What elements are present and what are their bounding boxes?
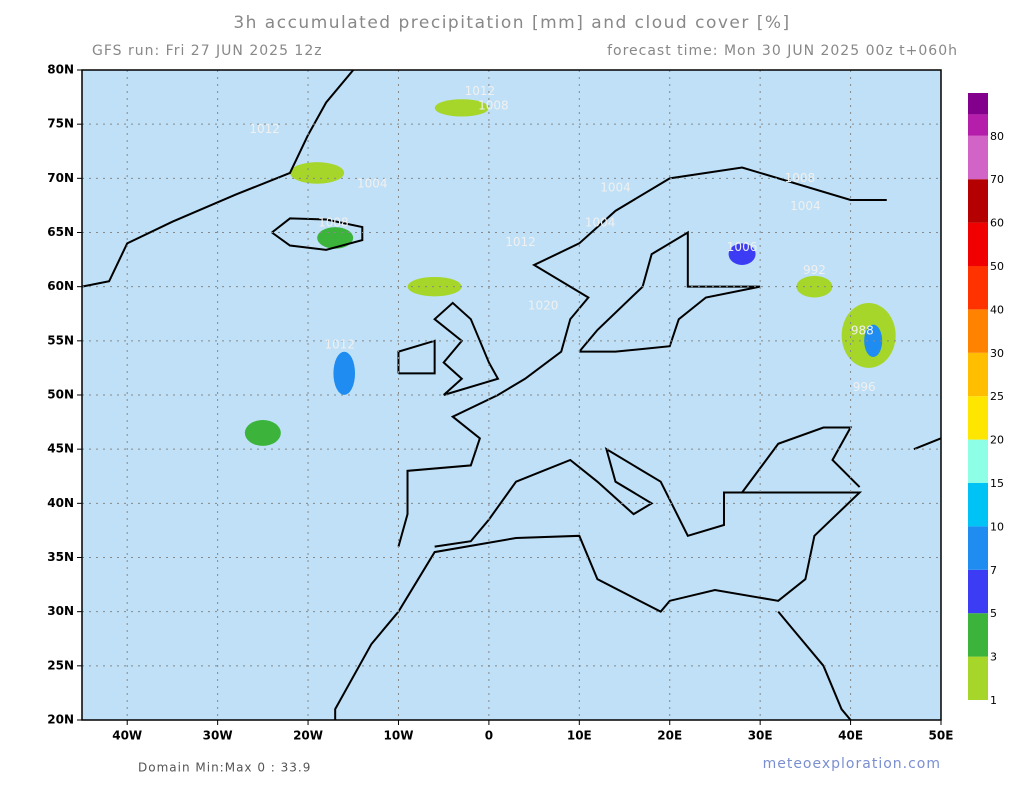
colorbar-label: 40 — [990, 303, 1004, 316]
colorbar-segment — [968, 439, 988, 483]
coastline — [433, 301, 500, 396]
colorbar-segment — [968, 396, 988, 440]
colorbar-segment — [968, 222, 988, 266]
colorbar-label: 7 — [990, 564, 997, 577]
lon-tick-label: 20W — [293, 729, 323, 743]
colorbar-segment — [968, 656, 988, 700]
precip-area — [290, 162, 345, 184]
isobar-label: 1004 — [585, 215, 616, 229]
colorbar-label: 3 — [990, 651, 997, 664]
colorbar-label: 70 — [990, 173, 1004, 186]
colorbar-label: 60 — [990, 217, 1004, 230]
isobar-label: 996 — [853, 380, 876, 394]
precip-area — [244, 419, 281, 446]
isobar-label: 1008 — [318, 215, 349, 229]
isobar-label: 1012 — [324, 338, 355, 352]
coastline — [271, 217, 364, 251]
coastline — [334, 447, 863, 720]
lat-tick-label: 35N — [47, 550, 74, 564]
isobar-label: 1006 — [727, 240, 758, 254]
forecast-info: forecast time: Mon 30 JUN 2025 00z t+060… — [607, 43, 958, 59]
colorbar-segment — [968, 352, 988, 397]
lon-tick-label: 40E — [838, 729, 863, 743]
colorbar-label: 50 — [990, 260, 1004, 273]
colorbar-segment — [968, 179, 988, 223]
isobar-label: 1012 — [465, 84, 496, 98]
isobar-label: 1004 — [790, 199, 821, 213]
colorbar-label: 10 — [990, 520, 1004, 533]
colorbar-segment — [968, 613, 988, 657]
coastline — [81, 69, 355, 288]
lat-tick-label: 65N — [47, 225, 74, 239]
colorbar-segment — [968, 569, 988, 614]
precip-area — [728, 243, 756, 265]
isobar-label: 1008 — [785, 171, 816, 185]
colorbar-label: 20 — [990, 434, 1004, 447]
domain-minmax: Domain Min:Max 0 : 33.9 — [138, 761, 311, 775]
map-frame — [81, 69, 942, 721]
map-background — [82, 70, 941, 720]
lat-tick-label: 60N — [47, 279, 74, 293]
lat-tick-label: 75N — [47, 117, 74, 131]
isobar-label: 1012 — [505, 235, 536, 249]
colorbar-segment — [968, 114, 988, 136]
colorbar-label: 30 — [990, 347, 1004, 360]
colorbar-label: 15 — [990, 477, 1004, 490]
precip-area — [434, 99, 489, 117]
lon-tick-label: 30W — [203, 729, 233, 743]
precip-area — [796, 275, 833, 298]
colorbar-segment — [968, 93, 988, 115]
coastline — [397, 166, 887, 547]
precip-area — [317, 227, 354, 249]
precip-area — [333, 351, 356, 395]
colorbar-label: 80 — [990, 130, 1004, 143]
lat-tick-label: 80N — [47, 63, 74, 77]
colorbar-label: 1 — [990, 694, 997, 707]
isobar-label: 988 — [851, 324, 874, 338]
coastline — [777, 611, 852, 721]
isobar-label: 1008 — [478, 98, 509, 112]
lat-tick-label: 55N — [47, 333, 74, 347]
lon-tick-label: 50E — [929, 729, 954, 743]
lon-tick-label: 0 — [485, 729, 493, 743]
lon-tick-label: 10W — [384, 729, 414, 743]
lat-tick-label: 45N — [47, 442, 74, 456]
lat-tick-label: 40N — [47, 496, 74, 510]
colorbar-label: 25 — [990, 390, 1004, 403]
credit: meteoexploration.com — [763, 756, 941, 772]
colorbar-segment — [968, 526, 988, 570]
isobar-label: 1020 — [528, 299, 559, 313]
lat-tick-label: 30N — [47, 604, 74, 618]
colorbar-segment — [968, 135, 988, 180]
title: 3h accumulated precipitation [mm] and cl… — [233, 13, 790, 33]
lon-tick-label: 40W — [112, 729, 142, 743]
coastline — [741, 426, 861, 494]
run-info: GFS run: Fri 27 JUN 2025 12z — [92, 43, 323, 59]
colorbar-segment — [968, 266, 988, 310]
coastline — [578, 230, 761, 353]
isobar-label: 1012 — [249, 122, 280, 136]
lat-tick-label: 25N — [47, 658, 74, 672]
lon-tick-label: 20E — [657, 729, 682, 743]
lon-tick-label: 30E — [748, 729, 773, 743]
isobar-label: 992 — [803, 263, 826, 277]
lat-tick-label: 70N — [47, 171, 74, 185]
colorbar-label: 5 — [990, 607, 997, 620]
colorbar-segment — [968, 309, 988, 353]
precip-area — [407, 276, 462, 297]
isobar-label: 1004 — [357, 176, 388, 190]
colorbar-segment — [968, 483, 988, 527]
coastline — [913, 437, 942, 451]
lat-tick-label: 20N — [47, 713, 74, 727]
lat-tick-label: 50N — [47, 388, 74, 402]
isobar-label: 1004 — [600, 181, 631, 195]
lon-tick-label: 10E — [567, 729, 592, 743]
